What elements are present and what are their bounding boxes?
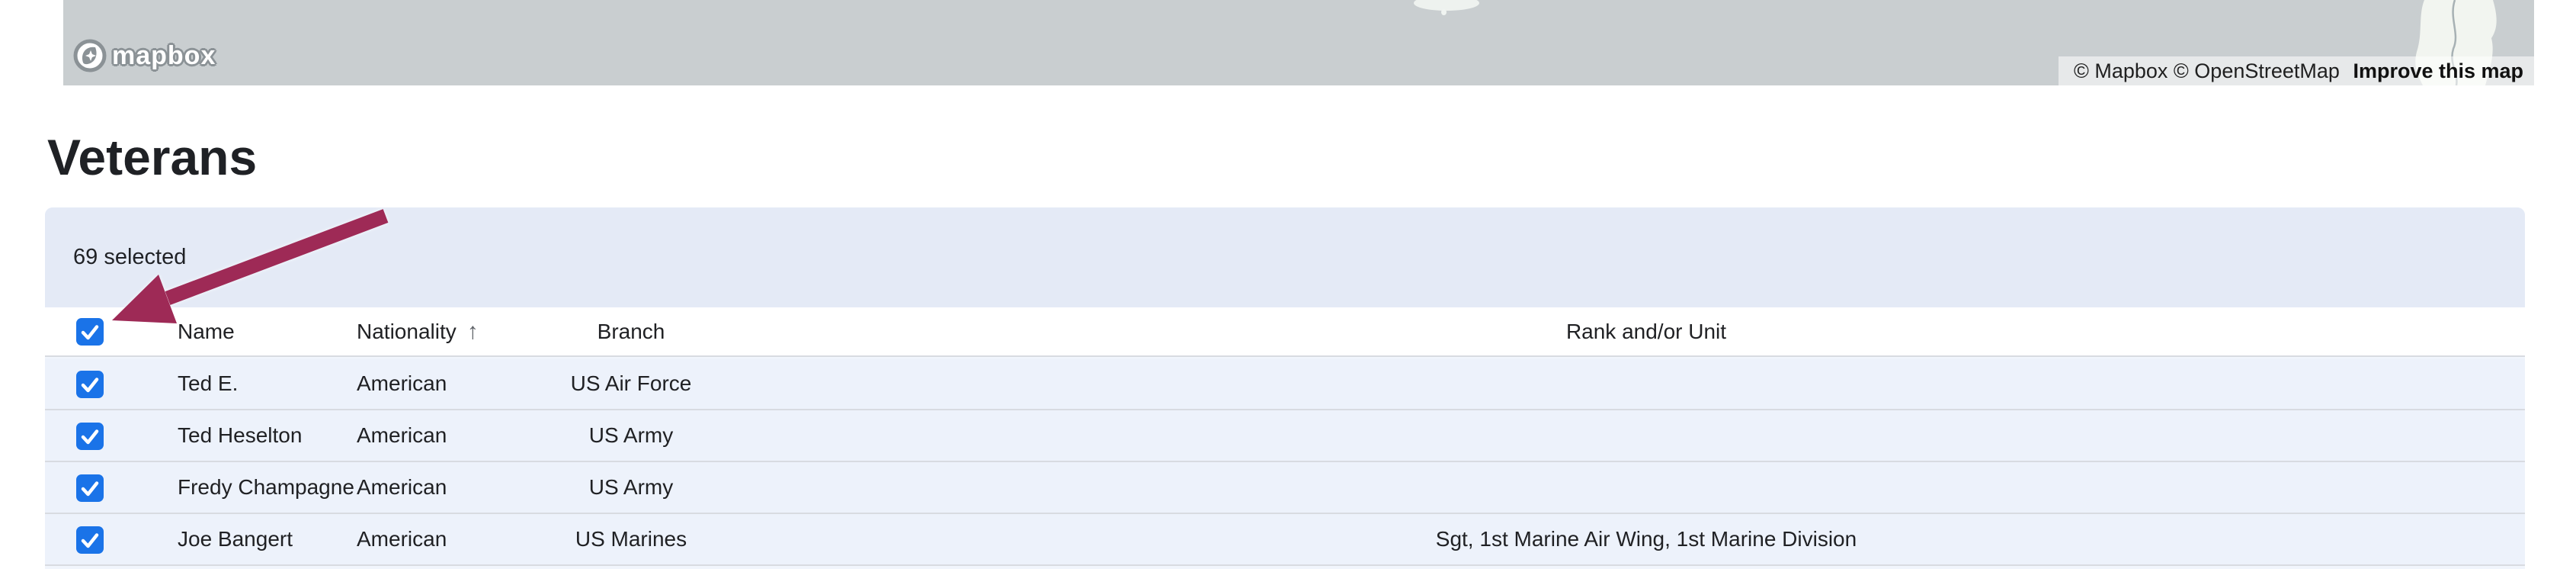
cell-nationality: American — [357, 371, 447, 395]
checkmark-icon — [81, 325, 99, 340]
map-island-dot — [1441, 9, 1447, 15]
cell-nationality: American — [357, 423, 447, 447]
mapbox-wordmark: mapbox — [112, 40, 216, 70]
row-checkbox[interactable] — [76, 423, 104, 450]
page-title: Veterans — [47, 129, 258, 185]
mapbox-logo-icon — [73, 39, 107, 72]
select-all-checkbox[interactable] — [76, 318, 104, 346]
cell-branch: US Marines — [575, 527, 687, 551]
cell-name: Fredy Champagne — [178, 475, 354, 499]
map-landmass-small — [1414, 0, 1479, 11]
improve-this-map-link[interactable]: Improve this map — [2353, 59, 2523, 82]
cell-rank: Sgt, 1st Marine Air Wing, 1st Marine Div… — [1435, 527, 1857, 551]
checkmark-icon — [81, 533, 99, 548]
map[interactable]: mapbox © Mapbox © OpenStreetMap Improve … — [63, 0, 2534, 85]
attribution-mapbox-link[interactable]: © Mapbox — [2073, 59, 2168, 82]
mapbox-logo[interactable]: mapbox — [72, 38, 216, 73]
column-header-nationality[interactable]: Nationality ↑ — [357, 307, 479, 355]
checkmark-icon — [81, 378, 99, 393]
cell-branch: US Army — [588, 475, 674, 499]
table-body: Ted E. American US Air Force Ted Heselto… — [45, 358, 2525, 566]
veterans-table: 69 selected Name Nationality ↑ Branch Ran… — [45, 207, 2525, 569]
table-header-row: Name Nationality ↑ Branch Rank and/or Uni… — [45, 307, 2525, 357]
column-header-name[interactable]: Name — [178, 320, 235, 343]
checkmark-icon — [81, 429, 99, 445]
map-attribution: © Mapbox © OpenStreetMap Improve this ma… — [2058, 56, 2534, 85]
cell-name: Ted E. — [178, 371, 239, 395]
cell-name: Ted Heselton — [178, 423, 303, 447]
selected-count: 69 selected — [73, 245, 187, 269]
selection-band: 69 selected — [45, 207, 2525, 307]
row-checkbox[interactable] — [76, 474, 104, 502]
cell-name: Joe Bangert — [178, 527, 293, 551]
column-header-nationality-label: Nationality — [357, 320, 457, 343]
sort-ascending-icon: ↑ — [466, 319, 479, 344]
table-row[interactable]: Joe Bangert American US Marines Sgt, 1st… — [45, 514, 2525, 566]
column-header-branch[interactable]: Branch — [597, 320, 665, 343]
table-row[interactable]: Ted E. American US Air Force — [45, 358, 2525, 410]
table-row[interactable]: Ted Heselton American US Army — [45, 410, 2525, 462]
checkmark-icon — [81, 481, 99, 497]
cell-nationality: American — [357, 475, 447, 499]
column-header-rank[interactable]: Rank and/or Unit — [1565, 320, 1727, 343]
attribution-osm-link[interactable]: © OpenStreetMap — [2173, 59, 2340, 82]
row-checkbox[interactable] — [76, 526, 104, 554]
cell-branch: US Air Force — [570, 371, 692, 395]
cell-branch: US Army — [588, 423, 674, 447]
table-row[interactable]: Fredy Champagne American US Army — [45, 462, 2525, 514]
cell-nationality: American — [357, 527, 447, 551]
row-checkbox[interactable] — [76, 371, 104, 398]
